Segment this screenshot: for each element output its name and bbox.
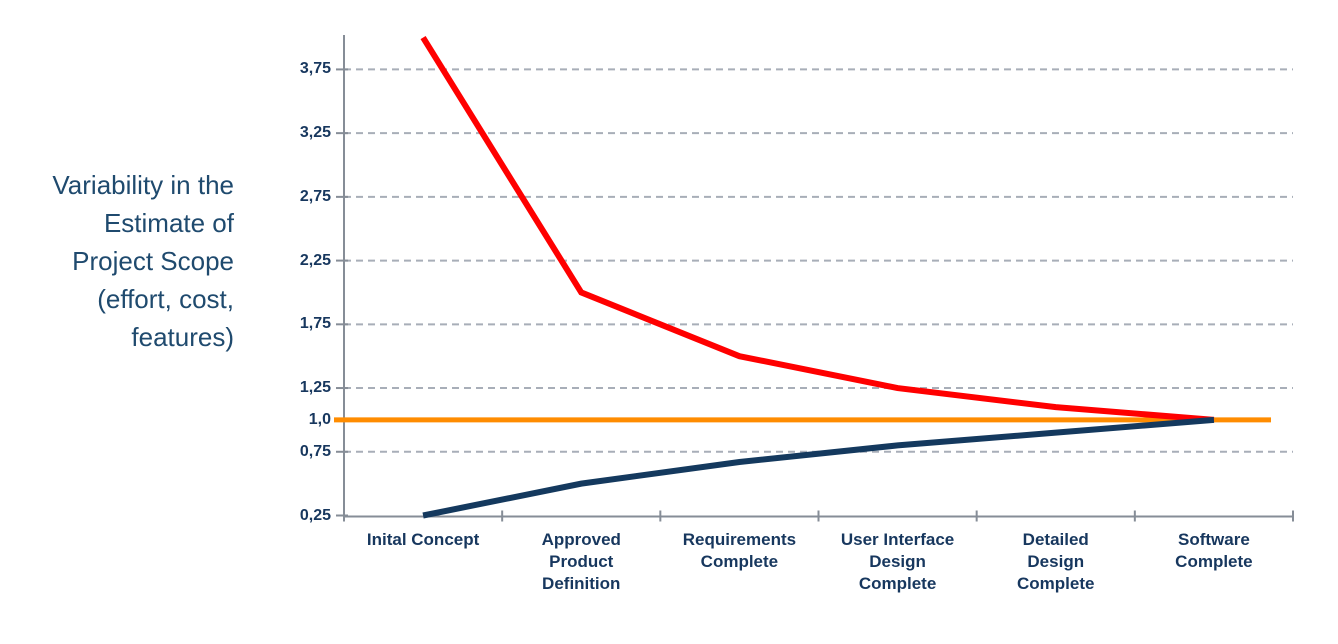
y-tick-label: 3,25 xyxy=(299,124,331,142)
lower-estimate-bound-line xyxy=(422,416,1215,519)
x-category-label: Inital Concept xyxy=(366,530,480,549)
x-category-label: Approved Product Definition xyxy=(541,530,621,593)
y-tick-label: 1,75 xyxy=(299,315,331,333)
y-tick-label: 2,25 xyxy=(299,251,331,269)
x-category-label: User Interface Design Complete xyxy=(840,530,955,593)
x-category-label: Requirements Complete xyxy=(682,530,797,571)
y-tick-label: 1,0 xyxy=(308,410,331,428)
y-tick-label: 0,75 xyxy=(299,442,331,460)
x-category-label: Software Complete xyxy=(1175,530,1253,571)
y-tick-label: 2,75 xyxy=(299,187,331,205)
x-category-label: Detailed Design Complete xyxy=(1017,530,1095,593)
y-tick-label: 0,25 xyxy=(299,506,331,524)
y-tick-label: 1,25 xyxy=(299,379,331,397)
y-tick-label: 3,75 xyxy=(299,60,331,78)
upper-estimate-bound-line xyxy=(420,35,1215,423)
y-axis-title: Variability in the Estimate of Project S… xyxy=(52,170,234,352)
